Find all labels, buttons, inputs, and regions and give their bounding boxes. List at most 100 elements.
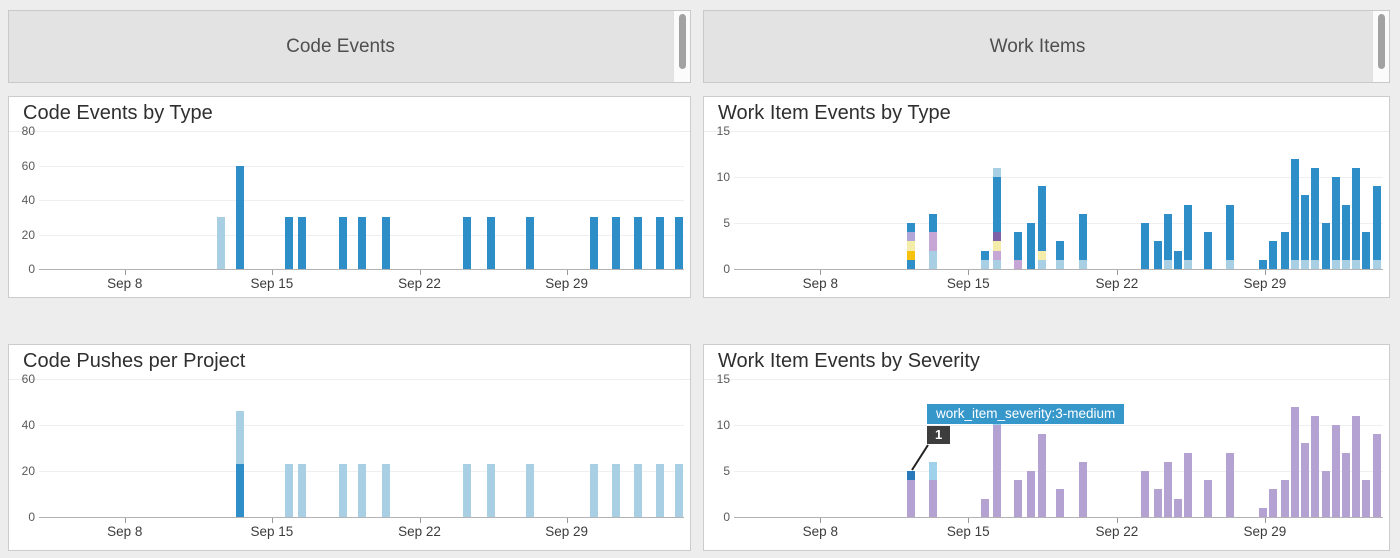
bar-sep-13[interactable] bbox=[235, 165, 244, 269]
bar-sep-29[interactable] bbox=[1268, 489, 1277, 517]
bar-oct-3[interactable] bbox=[1351, 415, 1360, 517]
bar-sep-19[interactable] bbox=[1056, 489, 1065, 517]
bar-sep-30[interactable] bbox=[1301, 195, 1310, 269]
bar-oct-2[interactable] bbox=[634, 464, 643, 517]
bar-oct-1[interactable] bbox=[612, 217, 621, 269]
bar-segment-pink_lavender bbox=[929, 232, 938, 251]
bar-sep-24[interactable] bbox=[463, 464, 472, 517]
bar-sep-18[interactable] bbox=[1037, 186, 1046, 269]
gridline bbox=[734, 425, 1383, 426]
bar-sep-18[interactable] bbox=[338, 217, 347, 269]
bar-sep-29[interactable] bbox=[1268, 241, 1277, 269]
bar-sep-20[interactable] bbox=[382, 464, 390, 517]
bar-segment-light_cyan bbox=[929, 461, 938, 481]
bar-sep-20[interactable] bbox=[1078, 461, 1087, 517]
bar-sep-23[interactable] bbox=[1153, 489, 1162, 517]
bar-oct-4[interactable] bbox=[1373, 434, 1382, 517]
scrollbar-track[interactable] bbox=[673, 11, 690, 82]
bar-sep-25[interactable] bbox=[486, 464, 495, 517]
bar-sep-23[interactable] bbox=[1141, 223, 1150, 269]
bar-sep-15[interactable] bbox=[285, 217, 294, 269]
bar-sep-20[interactable] bbox=[1078, 213, 1087, 269]
bar-sep-13[interactable] bbox=[929, 213, 938, 269]
bar-sep-27[interactable] bbox=[525, 217, 534, 269]
bar-sep-12[interactable] bbox=[907, 223, 916, 269]
bar-oct-3[interactable] bbox=[1362, 232, 1371, 269]
bar-sep-15[interactable] bbox=[981, 498, 990, 517]
bar-sep-17[interactable] bbox=[1014, 480, 1023, 517]
bar-sep-12[interactable] bbox=[216, 217, 225, 269]
bar-oct-3[interactable] bbox=[1362, 480, 1371, 517]
bar-sep-27[interactable] bbox=[1225, 204, 1234, 269]
bar-sep-20[interactable] bbox=[382, 217, 390, 269]
bar-oct-2[interactable] bbox=[1342, 204, 1350, 269]
bar-sep-24[interactable] bbox=[463, 217, 472, 269]
bar-segment-purple bbox=[1163, 461, 1172, 517]
bar-sep-16[interactable] bbox=[993, 167, 1002, 269]
bar-sep-12[interactable] bbox=[907, 471, 916, 517]
bar-sep-15[interactable] bbox=[981, 250, 990, 269]
bar-sep-27[interactable] bbox=[525, 464, 534, 517]
bar-sep-17[interactable] bbox=[1014, 232, 1023, 269]
bar-segment-purple bbox=[1203, 480, 1212, 517]
bar-oct-1[interactable] bbox=[612, 464, 621, 517]
bar-sep-24[interactable] bbox=[1173, 250, 1182, 269]
bar-sep-28[interactable] bbox=[1258, 507, 1267, 517]
bar-sep-30[interactable] bbox=[1290, 158, 1299, 269]
bar-oct-3[interactable] bbox=[1351, 167, 1360, 269]
bar-oct-3[interactable] bbox=[656, 217, 665, 269]
scrollbar-thumb[interactable] bbox=[679, 14, 686, 69]
bar-sep-17[interactable] bbox=[1026, 471, 1035, 517]
bar-sep-18[interactable] bbox=[338, 464, 347, 517]
bar-oct-2[interactable] bbox=[1331, 425, 1340, 517]
bar-oct-1[interactable] bbox=[1321, 223, 1330, 269]
bar-oct-1[interactable] bbox=[1310, 415, 1319, 517]
bar-sep-25[interactable] bbox=[1183, 452, 1192, 517]
y-axis-label: 15 bbox=[716, 372, 730, 386]
bar-sep-24[interactable] bbox=[1173, 498, 1182, 517]
bar-sep-28[interactable] bbox=[1258, 259, 1267, 269]
bar-oct-1[interactable] bbox=[1321, 471, 1330, 517]
bar-sep-23[interactable] bbox=[1141, 471, 1150, 517]
bar-sep-30[interactable] bbox=[1301, 443, 1310, 517]
bar-segment-light_blue bbox=[1037, 259, 1046, 269]
bar-sep-24[interactable] bbox=[1163, 213, 1172, 269]
bar-oct-2[interactable] bbox=[1331, 177, 1340, 269]
bar-oct-4[interactable] bbox=[1373, 186, 1382, 269]
bar-sep-19[interactable] bbox=[358, 217, 367, 269]
bar-sep-13[interactable] bbox=[929, 461, 938, 517]
bar-oct-3[interactable] bbox=[656, 464, 665, 517]
bar-oct-4[interactable] bbox=[674, 217, 683, 269]
bar-sep-23[interactable] bbox=[1153, 241, 1162, 269]
section-header-work-items[interactable]: Work Items bbox=[703, 10, 1390, 83]
bar-sep-25[interactable] bbox=[1183, 204, 1192, 269]
bar-sep-30[interactable] bbox=[590, 464, 599, 517]
bar-sep-16[interactable] bbox=[297, 464, 306, 517]
scrollbar-track[interactable] bbox=[1372, 11, 1389, 82]
bar-sep-27[interactable] bbox=[1225, 452, 1234, 517]
bar-sep-29[interactable] bbox=[1281, 232, 1289, 269]
scrollbar-thumb[interactable] bbox=[1378, 14, 1385, 69]
bar-sep-16[interactable] bbox=[297, 217, 306, 269]
bar-sep-30[interactable] bbox=[1290, 406, 1299, 517]
bar-sep-19[interactable] bbox=[358, 464, 367, 517]
bar-sep-19[interactable] bbox=[1056, 241, 1065, 269]
bar-sep-25[interactable] bbox=[486, 217, 495, 269]
bar-oct-1[interactable] bbox=[1310, 167, 1319, 269]
bar-sep-17[interactable] bbox=[1026, 223, 1035, 269]
bar-sep-13[interactable] bbox=[235, 411, 244, 517]
chart-title: Work Item Events by Type bbox=[704, 97, 1389, 132]
bar-sep-26[interactable] bbox=[1203, 232, 1212, 269]
section-header-code-events[interactable]: Code Events bbox=[8, 10, 691, 83]
bar-sep-15[interactable] bbox=[285, 464, 294, 517]
bar-sep-24[interactable] bbox=[1163, 461, 1172, 517]
bar-sep-29[interactable] bbox=[1281, 480, 1289, 517]
bar-oct-2[interactable] bbox=[1342, 452, 1350, 517]
bar-sep-26[interactable] bbox=[1203, 480, 1212, 517]
bar-oct-2[interactable] bbox=[634, 217, 643, 269]
bar-sep-30[interactable] bbox=[590, 217, 599, 269]
bar-sep-18[interactable] bbox=[1037, 434, 1046, 517]
bar-oct-4[interactable] bbox=[674, 464, 683, 517]
x-axis-label: Sep 8 bbox=[107, 276, 143, 291]
